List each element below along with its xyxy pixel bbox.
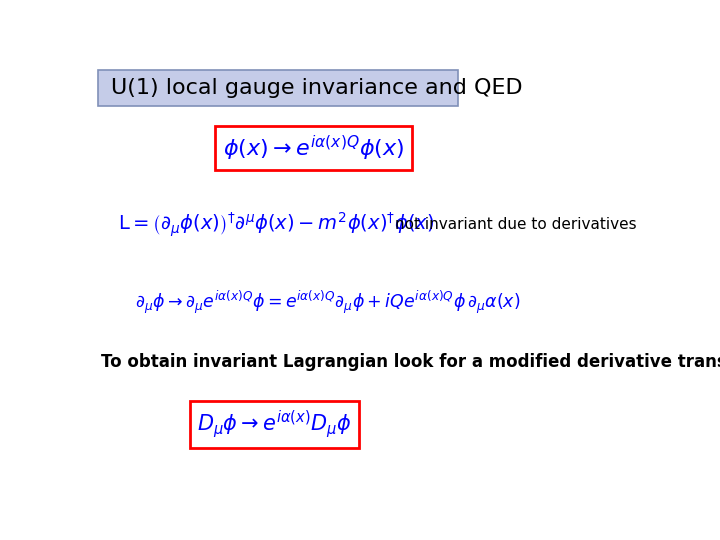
Text: $D_{\mu}\phi \rightarrow e^{i\alpha(x)}D_{\mu}\phi$: $D_{\mu}\phi \rightarrow e^{i\alpha(x)}D… bbox=[197, 408, 351, 441]
Text: $\mathrm{L} = \left(\partial_{\mu}\phi(x)\right)^{\dagger} \partial^{\mu}\phi(x): $\mathrm{L} = \left(\partial_{\mu}\phi(x… bbox=[118, 211, 434, 239]
FancyBboxPatch shape bbox=[99, 70, 459, 106]
Text: U(1) local gauge invariance and QED: U(1) local gauge invariance and QED bbox=[111, 78, 523, 98]
Text: $\phi(x) \rightarrow e^{i\alpha(x)Q}\phi(x)$: $\phi(x) \rightarrow e^{i\alpha(x)Q}\phi… bbox=[222, 133, 404, 163]
Text: To obtain invariant Lagrangian look for a modified derivative transforming covar: To obtain invariant Lagrangian look for … bbox=[101, 353, 720, 371]
Text: not invariant due to derivatives: not invariant due to derivatives bbox=[395, 218, 637, 232]
Text: $\partial_{\mu}\phi \rightarrow \partial_{\mu}e^{i\alpha(x)Q}\phi = e^{i\alpha(x: $\partial_{\mu}\phi \rightarrow \partial… bbox=[135, 288, 520, 315]
